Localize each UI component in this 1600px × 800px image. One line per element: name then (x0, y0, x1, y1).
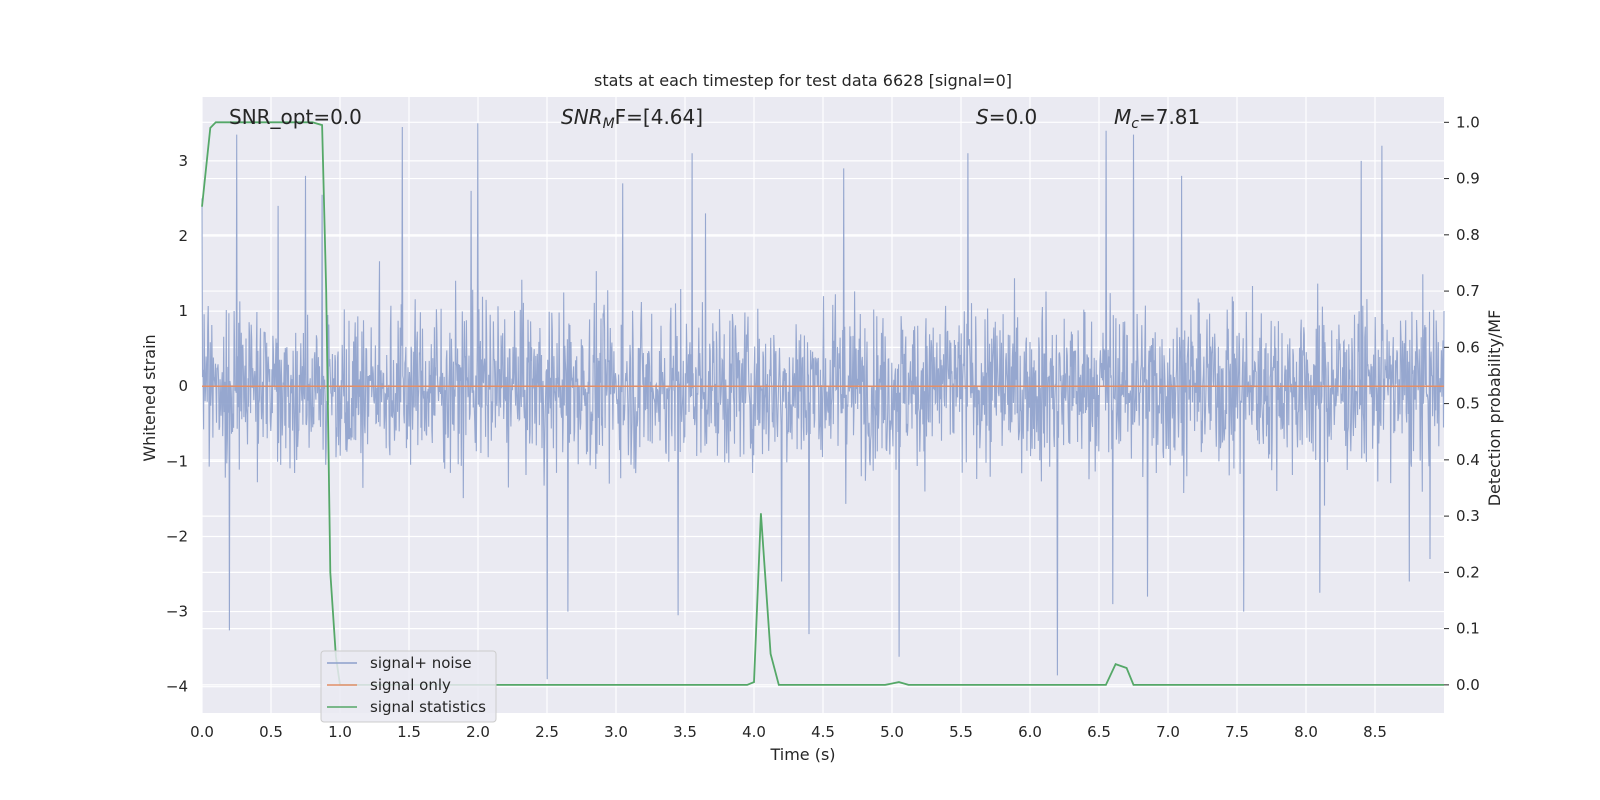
x-tick-label: 1.5 (397, 723, 421, 741)
y-axis-right-label: Detection probability/MF (1485, 310, 1504, 507)
snr-opt-annotation: SNR_opt=0.0 (229, 105, 362, 129)
y-right-tick-label: 0.6 (1456, 338, 1480, 356)
x-tick-label: 7.0 (1156, 723, 1180, 741)
y-right-tick-label: 0.0 (1456, 676, 1480, 694)
x-tick-label: 2.5 (535, 723, 559, 741)
x-tick-label: 3.5 (673, 723, 697, 741)
plot-area (201, 121, 1445, 686)
series-line-signal-noise (201, 123, 1445, 680)
snr-mf-base: SNR (561, 105, 603, 129)
y-axis-left: 3 2 1 0 −1 −2 −3 −4 (166, 152, 188, 696)
y-right-tick-label: 0.4 (1456, 451, 1480, 469)
x-tick-label: 1.0 (328, 723, 352, 741)
x-tick-label: 6.0 (1018, 723, 1042, 741)
x-tick-label: 5.0 (880, 723, 904, 741)
x-tick-label: 7.5 (1225, 723, 1249, 741)
snr-mf-sub: M (603, 116, 615, 132)
y-left-tick-label: 2 (178, 227, 188, 245)
x-axis-label: Time (s) (769, 745, 835, 764)
x-axis: 0.0 0.5 1.0 1.5 2.0 2.5 3.0 3.5 4.0 4.5 5.0 5.5 6.0 6… (190, 723, 1387, 741)
legend-label-signal-noise: signal+ noise (370, 654, 472, 672)
x-tick-label: 8.5 (1363, 723, 1387, 741)
mc-base: M (1114, 105, 1131, 129)
y-left-tick-label: 3 (178, 152, 188, 170)
x-tick-label: 0.0 (190, 723, 214, 741)
snr-mf-rest: F=[4.64] (615, 105, 703, 129)
y-right-tick-label: 0.5 (1456, 395, 1480, 413)
y-right-tick-label: 0.3 (1456, 507, 1480, 525)
x-tick-label: 8.0 (1294, 723, 1318, 741)
legend-label-signal-statistics: signal statistics (370, 698, 486, 716)
x-tick-label: 4.5 (811, 723, 835, 741)
x-tick-label: 4.0 (742, 723, 766, 741)
chart-title: stats at each timestep for test data 662… (594, 71, 1012, 90)
snr-mf-annotation: SNRMF=[4.64] (561, 105, 703, 132)
y-left-tick-label: 0 (178, 377, 188, 395)
mc-rest: =7.81 (1139, 105, 1200, 129)
mc-sub: c (1131, 116, 1139, 132)
y-right-tick-label: 0.7 (1456, 282, 1480, 300)
legend-label-signal-only: signal only (370, 676, 451, 694)
legend: signal+ noise signal only signal statist… (320, 650, 497, 723)
y-right-tick-label: 1.0 (1456, 113, 1480, 131)
y-left-tick-label: −4 (166, 678, 188, 696)
y-left-tick-label: −3 (166, 603, 188, 621)
y-left-tick-label: 1 (178, 302, 188, 320)
series-line-signal-statistics (201, 121, 1444, 686)
y-axis-left-label: Whitened strain (140, 334, 159, 461)
y-right-tick-label: 0.2 (1456, 563, 1480, 581)
x-tick-label: 5.5 (949, 723, 973, 741)
y-left-tick-label: −2 (166, 527, 188, 545)
s-rest: =0.0 (989, 105, 1038, 129)
x-tick-label: 3.0 (604, 723, 628, 741)
y-right-tick-label: 0.1 (1456, 620, 1480, 638)
x-tick-label: 0.5 (259, 723, 283, 741)
legend-box (320, 650, 497, 723)
x-tick-label: 6.5 (1087, 723, 1111, 741)
y-left-tick-label: −1 (166, 452, 188, 470)
s-italic: S (976, 105, 989, 129)
y-right-tick-label: 0.9 (1456, 170, 1480, 188)
mc-annotation: Mc=7.81 (1114, 105, 1200, 132)
s-annotation: S=0.0 (976, 105, 1037, 129)
x-tick-label: 2.0 (466, 723, 490, 741)
y-axis-right: 1.0 0.9 0.8 0.7 0.6 0.5 0.4 0.3 0.2 0.1 0.0 (1444, 113, 1480, 694)
y-right-tick-label: 0.8 (1456, 226, 1480, 244)
